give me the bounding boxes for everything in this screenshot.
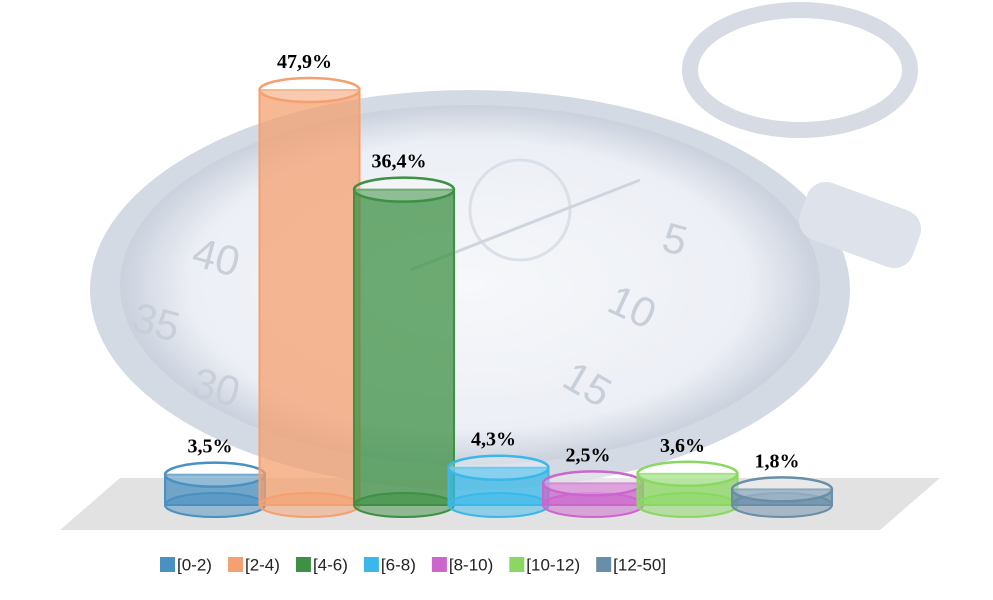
stopwatch-background: 40 35 30 5 10 15: [90, 2, 922, 490]
bar: [447, 466, 550, 506]
legend-label: [6-8): [381, 555, 416, 574]
bar-top: [447, 454, 550, 481]
bar-top: [730, 476, 834, 503]
legend-label: [8-10): [449, 555, 493, 574]
value-label: 1,8%: [755, 450, 800, 472]
value-label: 4,3%: [471, 429, 516, 451]
bar-top: [163, 461, 267, 488]
legend-swatch: [160, 557, 175, 572]
legend-label: [4-6): [313, 555, 348, 574]
legend-swatch: [295, 557, 311, 572]
bar: [636, 472, 739, 507]
legend-swatch: [509, 557, 525, 572]
value-label: 2,5%: [566, 444, 611, 466]
legend-swatch: [431, 557, 447, 572]
bar-top: [541, 470, 645, 497]
legend-label: [10-12): [526, 555, 580, 574]
legend-label: [0-2): [177, 555, 212, 574]
bar: [731, 488, 833, 506]
legend-swatch: [363, 557, 379, 572]
bar-top: [636, 460, 739, 488]
value-label: 36,4%: [372, 151, 427, 173]
value-label: 47,9%: [277, 51, 332, 73]
bar-top: [258, 76, 361, 104]
value-label: 3,6%: [660, 435, 705, 457]
bar: [258, 89, 361, 506]
legend-swatch: [596, 557, 612, 572]
bar-top: [352, 176, 456, 203]
value-label: 3,5%: [188, 436, 233, 458]
bar: [164, 473, 266, 507]
legend-swatch: [227, 557, 243, 572]
bar: [353, 188, 455, 507]
legend-label: [12-50]: [613, 555, 666, 574]
legend-label: [2-4): [245, 555, 280, 574]
